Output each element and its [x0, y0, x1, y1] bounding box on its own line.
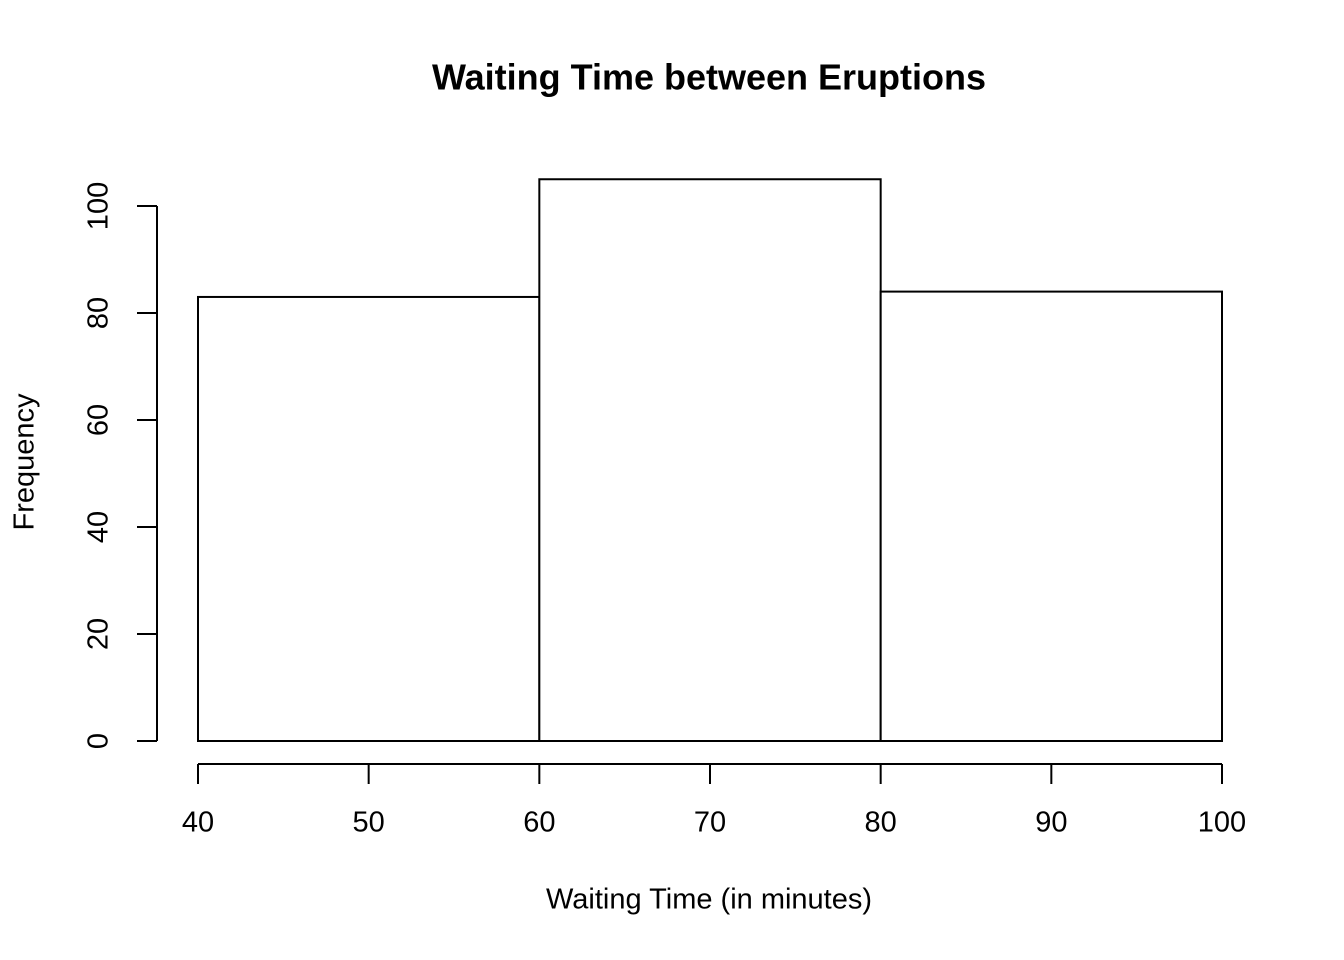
y-tick-label: 20 — [83, 618, 115, 650]
bar — [879, 290, 1224, 742]
x-tick-label: 100 — [1198, 807, 1246, 839]
x-tick-label: 90 — [1035, 807, 1067, 839]
x-tick-label: 80 — [865, 807, 897, 839]
x-tick-label: 40 — [182, 807, 214, 839]
y-tick-label: 80 — [83, 297, 115, 329]
chart-title: Waiting Time between Eruptions — [432, 57, 986, 98]
x-axis-label: Waiting Time (in minutes) — [546, 884, 872, 916]
y-tick-label: 40 — [83, 511, 115, 543]
x-tick-label: 50 — [353, 807, 385, 839]
y-tick-label: 100 — [83, 182, 115, 230]
x-tick-label: 70 — [694, 807, 726, 839]
x-tick-label: 60 — [523, 807, 555, 839]
y-tick-label: 0 — [83, 733, 115, 749]
y-tick-label: 60 — [83, 404, 115, 436]
y-axis-label: Frequency — [9, 393, 41, 531]
bar — [197, 295, 541, 742]
bar — [538, 178, 882, 742]
